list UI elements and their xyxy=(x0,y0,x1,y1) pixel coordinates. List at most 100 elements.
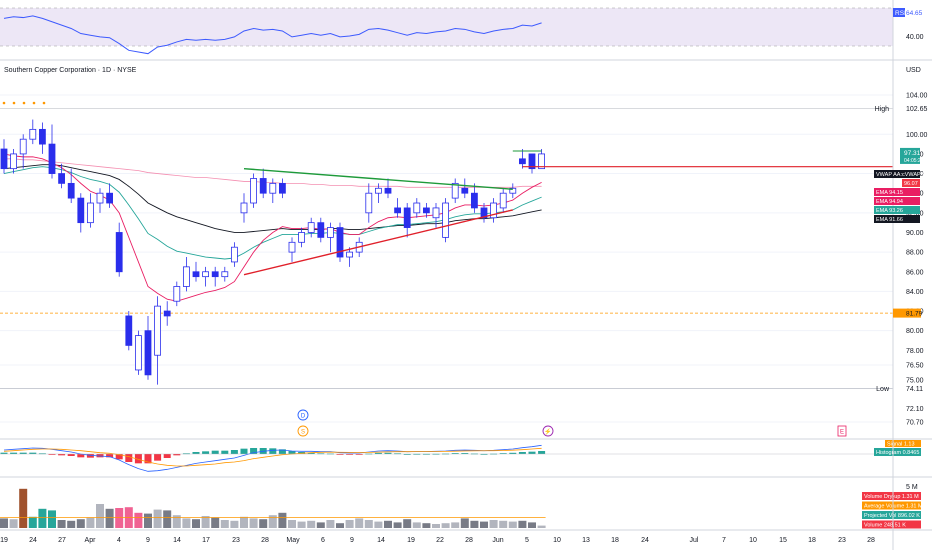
volume-bar xyxy=(38,508,47,528)
volume-tag-bg xyxy=(862,520,921,529)
volume-bar xyxy=(220,520,229,528)
candle-body xyxy=(221,271,229,278)
macd-histogram-bar xyxy=(307,452,315,454)
macd-histogram-bar xyxy=(58,454,66,456)
volume-bar xyxy=(518,520,527,528)
candle-body xyxy=(163,310,171,317)
candle-body xyxy=(461,187,469,194)
candle-body xyxy=(202,271,210,278)
volume-bar xyxy=(451,522,460,528)
macd-histogram-bar xyxy=(230,450,238,454)
macd-histogram-bar xyxy=(240,448,248,454)
volume-bar xyxy=(336,523,344,528)
time-tick: 14 xyxy=(377,537,385,544)
volume-bar xyxy=(172,515,181,528)
rsi-pane xyxy=(0,7,893,55)
macd-histogram-bar xyxy=(38,453,46,455)
candle-body xyxy=(96,192,104,204)
candle-body xyxy=(240,202,248,214)
macd-histogram-bar xyxy=(48,454,56,455)
macd-histogram-bar xyxy=(192,452,200,454)
event-marker[interactable] xyxy=(297,425,309,437)
macd-histogram-bar xyxy=(278,449,286,454)
orange-dots xyxy=(2,101,46,105)
candle-body xyxy=(499,192,507,209)
event-marker[interactable] xyxy=(542,425,554,437)
volume-bar xyxy=(211,517,220,528)
price-tick: 88.00 xyxy=(906,250,924,257)
macd-histogram-bar xyxy=(422,453,430,455)
rsi-tag-label: RSI xyxy=(895,10,906,17)
macd-histogram-bar xyxy=(115,454,123,460)
candle-body xyxy=(490,202,498,219)
macd-signal-tag-bg xyxy=(885,440,921,447)
candle-body xyxy=(154,305,162,356)
rsi-band xyxy=(0,8,893,46)
macd-histogram-bar xyxy=(355,454,363,455)
indicator-tag-bg xyxy=(874,197,920,205)
time-tick: 7 xyxy=(722,537,726,544)
dot-marker xyxy=(42,101,46,105)
trend-line-lower[interactable] xyxy=(243,209,513,276)
trend-line-upper[interactable] xyxy=(243,167,513,190)
macd-histogram-bar xyxy=(211,450,219,454)
volume-bar xyxy=(470,520,479,528)
time-tick: 9 xyxy=(146,537,150,544)
volume-bar xyxy=(480,521,488,528)
rsi-line xyxy=(3,15,542,55)
volume-bar xyxy=(76,519,85,528)
event-marker-label: E xyxy=(840,429,844,435)
macd-histogram-bar xyxy=(125,454,133,462)
candle-body xyxy=(384,187,392,194)
symbol-title[interactable]: Southern Copper Corporation · 1D · NYSE xyxy=(4,67,137,74)
indicator-tag-bg xyxy=(874,170,920,178)
price-grid xyxy=(0,94,893,423)
time-tick: 5 xyxy=(525,537,529,544)
indicator-tag-bg xyxy=(902,179,920,187)
price-tick: 102.65 xyxy=(906,106,928,113)
volume-bar xyxy=(307,520,316,528)
earnings-marker[interactable] xyxy=(837,425,847,437)
candle-body xyxy=(250,178,258,204)
time-tick: Apr xyxy=(85,537,97,544)
event-marker[interactable] xyxy=(297,409,309,421)
macd-histogram-bar xyxy=(528,451,536,454)
candle-body xyxy=(298,232,306,243)
volume-bar xyxy=(499,520,508,528)
candle-body xyxy=(134,335,142,371)
price-axis[interactable]: 104.00102.65100.0098.0096.0094.0092.0090… xyxy=(874,93,932,427)
candle-body xyxy=(125,315,133,346)
macd-histogram-tag-bg xyxy=(874,448,921,456)
candle-body xyxy=(67,182,75,199)
candle-body xyxy=(538,153,545,170)
macd-histogram-bar xyxy=(106,454,114,458)
macd-histogram-bar xyxy=(19,452,27,454)
time-tick: 28 xyxy=(261,537,269,544)
candle-body xyxy=(19,138,27,155)
currency-label[interactable]: USD xyxy=(906,67,921,74)
indicator-tag: EMA 94.15 xyxy=(876,190,903,196)
price-tick: 76.50 xyxy=(906,363,924,370)
volume-bar xyxy=(86,517,95,528)
volume-bar xyxy=(441,523,450,528)
macd-histogram-bar xyxy=(336,454,344,455)
candle-body xyxy=(413,202,421,214)
volume-tag: Volume 248.51 K xyxy=(864,523,906,529)
time-tick: 24 xyxy=(29,537,37,544)
macd-histogram-bar xyxy=(182,453,190,455)
volume-bar xyxy=(144,513,152,528)
volume-tag-bg xyxy=(862,492,921,500)
indicator-tag: VWAP AA:cVWAP 96.82 xyxy=(876,172,932,178)
time-tick: 28 xyxy=(867,537,875,544)
volume-bar xyxy=(134,512,143,528)
candle-body xyxy=(10,153,18,170)
volume-bar xyxy=(403,519,412,528)
volume-bar xyxy=(19,488,28,528)
macd-histogram-bar xyxy=(77,454,85,458)
time-tick: 10 xyxy=(749,537,757,544)
event-markers[interactable]: D S ⚡ E xyxy=(297,409,847,437)
price-tick: 80.00 xyxy=(906,328,924,335)
time-axis[interactable]: 19 24 27 Apr 4 9 14 17 23 28 May 6 9 14 19 22 28 Jun 5 10 13… xyxy=(0,537,875,544)
volume-bar xyxy=(460,518,469,528)
